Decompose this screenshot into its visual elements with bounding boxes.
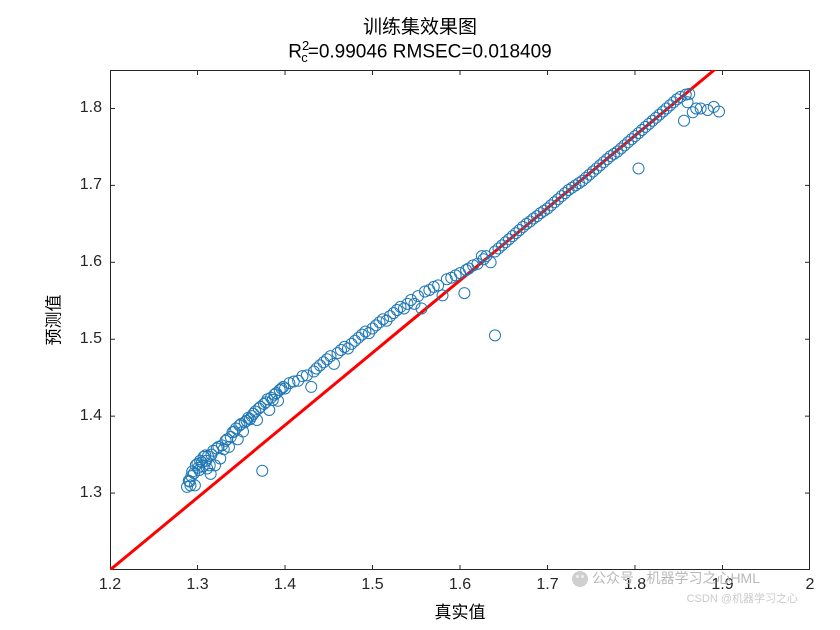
x-tick-label: 1.3 [186, 576, 208, 594]
x-tick-label: 1.2 [99, 576, 121, 594]
wechat-icon [572, 571, 588, 587]
data-point [318, 357, 329, 368]
data-point [257, 465, 268, 476]
y-tick-label: 1.4 [72, 407, 102, 425]
data-point [315, 360, 326, 371]
data-point [679, 115, 690, 126]
data-point [702, 105, 713, 116]
scatter-series [182, 88, 725, 492]
data-point [450, 270, 461, 281]
data-point [357, 329, 368, 340]
y-tick-label: 1.8 [72, 99, 102, 117]
data-point [490, 330, 501, 341]
watermark-wechat: 公众号 · 机器学习之心HML [572, 568, 760, 588]
data-point [633, 163, 644, 174]
data-point [459, 288, 470, 299]
data-point [311, 363, 322, 374]
chart-title: 训练集效果图 [0, 12, 840, 39]
data-point [455, 268, 466, 279]
y-tick-label: 1.3 [72, 484, 102, 502]
data-point [374, 317, 385, 328]
data-point [308, 366, 319, 377]
x-tick-label: 2 [806, 576, 815, 594]
data-point [392, 305, 403, 316]
data-point [350, 335, 361, 346]
data-point [306, 381, 317, 392]
plot-svg [110, 70, 810, 570]
y-tick-label: 1.7 [72, 176, 102, 194]
r2-value: =0.99046 [308, 41, 388, 62]
y-tick-label: 1.6 [72, 253, 102, 271]
x-tick-label: 1.6 [449, 576, 471, 594]
chart-subtitle: R2c=0.99046 RMSEC=0.018409 [0, 38, 840, 65]
data-point [353, 332, 364, 343]
data-point [388, 308, 399, 319]
data-point [446, 272, 457, 283]
x-tick-label: 1.5 [361, 576, 383, 594]
y-axis-label: 预测值 [40, 295, 65, 346]
x-axis-label: 真实值 [435, 598, 486, 623]
data-point [485, 257, 496, 268]
figure: 训练集效果图 R2c=0.99046 RMSEC=0.018409 1.2 1.3… [0, 0, 840, 630]
watermark-csdn: CSDN @机器学习之心 [687, 590, 798, 606]
data-point [332, 348, 343, 359]
y-tick-label: 1.5 [72, 330, 102, 348]
x-tick-label: 1.4 [274, 576, 296, 594]
r2-symbol: R [288, 41, 302, 62]
data-point [371, 320, 382, 331]
rmsec-text: RMSEC=0.018409 [388, 41, 552, 62]
data-point [336, 345, 347, 356]
reference-line [110, 70, 736, 570]
x-tick-label: 1.7 [536, 576, 558, 594]
